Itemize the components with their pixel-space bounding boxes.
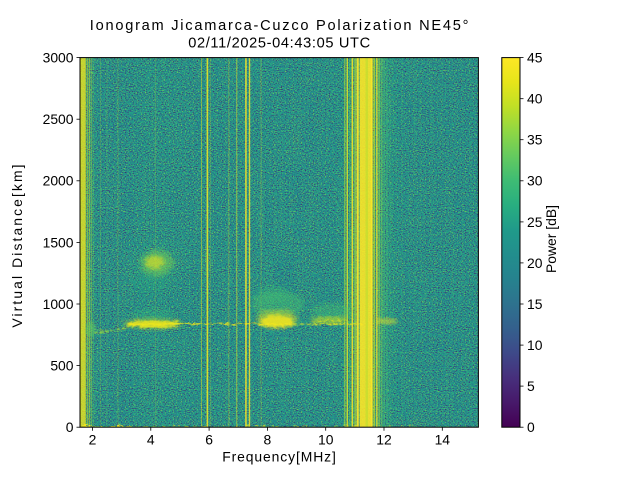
svg-text:10: 10 (527, 337, 543, 353)
svg-text:02/11/2025-04:43:05 UTC: 02/11/2025-04:43:05 UTC (188, 36, 371, 52)
svg-text:Frequency[MHz]: Frequency[MHz] (222, 449, 337, 465)
svg-text:Ionogram Jicamarca-Cuzco Polar: Ionogram Jicamarca-Cuzco Polarization NE… (90, 18, 470, 34)
svg-text:14: 14 (435, 432, 451, 448)
svg-text:45: 45 (527, 50, 543, 66)
svg-text:30: 30 (527, 173, 543, 189)
svg-text:500: 500 (50, 358, 73, 374)
svg-text:1500: 1500 (43, 234, 74, 250)
svg-text:25: 25 (527, 214, 543, 230)
svg-text:0: 0 (66, 419, 74, 435)
svg-text:2: 2 (89, 432, 97, 448)
svg-text:8: 8 (264, 432, 272, 448)
svg-text:40: 40 (527, 91, 543, 107)
svg-text:15: 15 (527, 296, 543, 312)
svg-text:20: 20 (527, 255, 543, 271)
svg-text:10: 10 (318, 432, 334, 448)
svg-text:1000: 1000 (43, 296, 74, 312)
svg-text:5: 5 (527, 378, 535, 394)
svg-text:Power [dB]: Power [dB] (543, 205, 559, 273)
svg-text:12: 12 (376, 432, 392, 448)
svg-text:2500: 2500 (43, 111, 74, 127)
svg-text:0: 0 (527, 419, 535, 435)
svg-text:4: 4 (147, 432, 155, 448)
svg-text:35: 35 (527, 132, 543, 148)
svg-text:3000: 3000 (43, 50, 74, 66)
svg-text:Virtual Distance[km]: Virtual Distance[km] (9, 162, 25, 327)
svg-text:2000: 2000 (43, 173, 74, 189)
svg-text:6: 6 (205, 432, 213, 448)
